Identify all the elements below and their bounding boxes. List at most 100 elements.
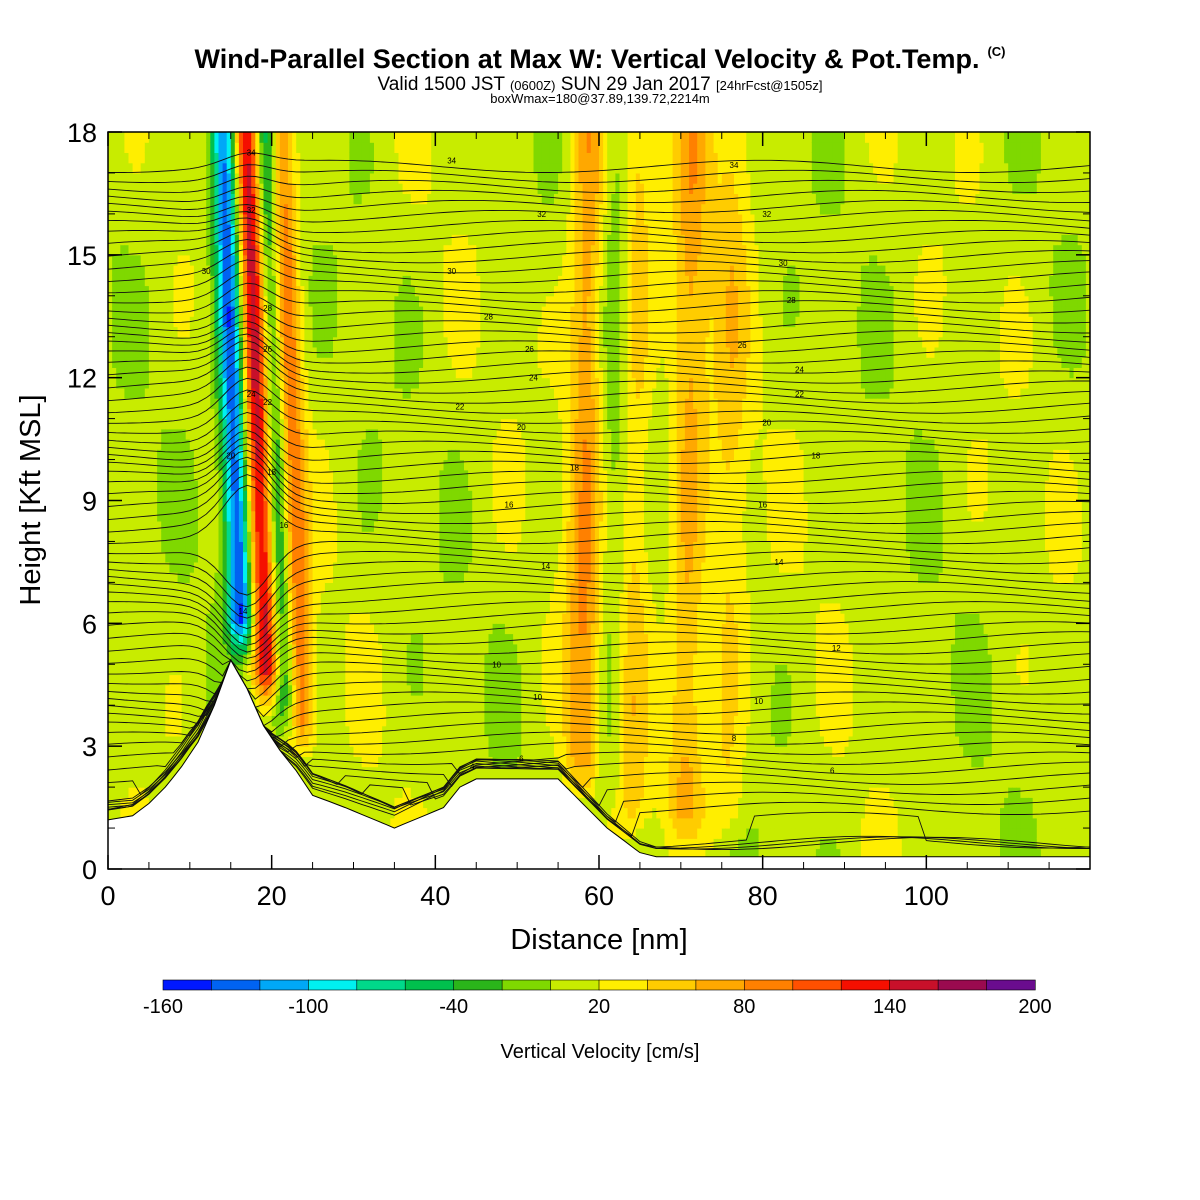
velocity-cell [185, 398, 191, 409]
velocity-cell [112, 695, 117, 706]
velocity-cell [255, 285, 260, 297]
velocity-cell [108, 643, 113, 655]
velocity-cell [206, 306, 211, 317]
velocity-cell [177, 684, 183, 696]
velocity-cell [140, 725, 146, 737]
velocity-cell [193, 582, 199, 594]
velocity-cell [181, 613, 187, 624]
velocity-cell [161, 193, 166, 205]
velocity-cell [206, 521, 211, 532]
velocity-cell [230, 561, 236, 573]
velocity-cell [337, 357, 342, 368]
velocity-cell [136, 408, 142, 420]
velocity-cell [206, 172, 211, 184]
velocity-cell [124, 643, 130, 655]
velocity-cell [386, 633, 391, 645]
velocity-cell [374, 572, 379, 583]
velocity-cell [320, 203, 326, 215]
velocity-cell [234, 664, 240, 676]
velocity-cell [378, 592, 383, 604]
velocity-cell [214, 234, 220, 246]
velocity-cell [230, 224, 236, 235]
velocity-cell [116, 766, 121, 778]
velocity-cell [296, 439, 301, 450]
velocity-cell [353, 490, 359, 502]
velocity-cell [185, 295, 191, 307]
velocity-cell [247, 193, 252, 205]
velocity-cell [251, 664, 256, 676]
velocity-cell [329, 695, 334, 706]
velocity-cell [165, 613, 170, 624]
velocity-cell [353, 654, 359, 665]
velocity-cell [165, 551, 170, 563]
velocity-cell [374, 725, 379, 737]
velocity-cell [210, 203, 215, 215]
velocity-cell [202, 357, 207, 368]
velocity-cell [124, 664, 130, 676]
velocity-cell [153, 592, 158, 604]
velocity-cell [206, 459, 211, 471]
velocity-cell [320, 183, 326, 194]
velocity-cell [218, 295, 224, 307]
velocity-cell [148, 746, 154, 757]
velocity-cell [161, 510, 166, 522]
velocity-cell [279, 306, 285, 317]
velocity-cell [316, 172, 322, 184]
velocity-cell [140, 408, 146, 420]
velocity-cell [153, 787, 158, 798]
velocity-cell [251, 142, 256, 153]
velocity-cell [214, 623, 220, 635]
velocity-cell [247, 633, 252, 645]
velocity-cell [148, 490, 154, 502]
velocity-cell [173, 244, 179, 256]
velocity-cell [300, 275, 305, 287]
velocity-cell [369, 480, 375, 491]
velocity-cell [275, 183, 281, 194]
velocity-cell [357, 408, 363, 420]
velocity-cell [202, 582, 207, 594]
velocity-cell [189, 326, 195, 338]
velocity-cell [341, 735, 346, 747]
velocity-cell [202, 367, 207, 379]
velocity-cell [230, 613, 236, 624]
velocity-cell [132, 316, 138, 328]
velocity-cell [341, 531, 346, 542]
velocity-cell [357, 428, 363, 440]
velocity-cell [304, 203, 310, 215]
velocity-cell [124, 735, 130, 747]
velocity-cell [120, 203, 125, 215]
velocity-cell [144, 654, 150, 665]
velocity-cell [165, 500, 170, 512]
velocity-cell [132, 418, 138, 430]
velocity-cell [144, 183, 150, 194]
velocity-cell [292, 459, 297, 471]
velocity-cell [120, 521, 125, 532]
velocity-cell [378, 756, 383, 768]
velocity-cell [222, 142, 228, 153]
velocity-cell [304, 377, 310, 389]
velocity-cell [140, 377, 146, 389]
velocity-cell [345, 602, 350, 614]
velocity-cell [132, 203, 138, 215]
velocity-cell [185, 695, 191, 706]
velocity-cell [345, 531, 350, 542]
velocity-cell [112, 295, 117, 307]
velocity-cell [255, 602, 260, 614]
velocity-cell [234, 316, 240, 328]
velocity-cell [255, 684, 260, 696]
velocity-cell [361, 265, 367, 276]
velocity-cell [185, 521, 191, 532]
velocity-cell [218, 490, 224, 502]
velocity-cell [169, 142, 175, 153]
velocity-cell [361, 766, 367, 778]
velocity-cell [341, 521, 346, 532]
velocity-cell [324, 613, 330, 624]
velocity-cell [345, 152, 350, 164]
velocity-cell [251, 152, 256, 164]
velocity-cell [386, 500, 391, 512]
velocity-cell [365, 347, 371, 358]
velocity-cell [312, 735, 318, 747]
velocity-cell [144, 306, 150, 317]
velocity-cell [173, 684, 179, 696]
velocity-cell [226, 643, 232, 655]
